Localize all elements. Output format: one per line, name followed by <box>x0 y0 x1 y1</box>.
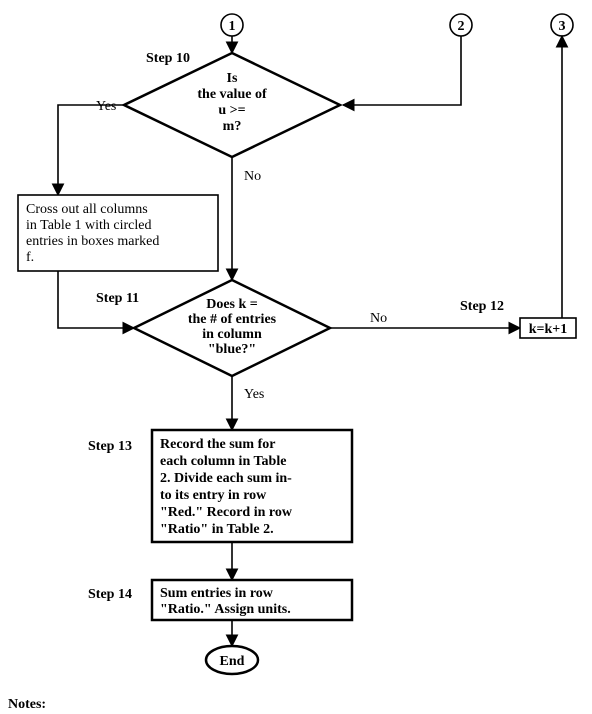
svg-text:the # of entries: the # of entries <box>188 312 277 327</box>
label-step-14: Step 14 <box>88 587 132 602</box>
svg-text:Record the sum for: Record the sum for <box>160 437 275 452</box>
svg-text:the value of: the value of <box>197 87 267 102</box>
svg-text:Does k =: Does k = <box>206 297 258 312</box>
svg-text:m?: m? <box>223 119 242 134</box>
svg-text:u >=: u >= <box>218 103 245 118</box>
process-k-increment: k=k+1 <box>520 318 576 338</box>
svg-text:k=k+1: k=k+1 <box>529 322 568 337</box>
svg-text:1: 1 <box>229 19 236 34</box>
svg-text:Cross out all columns: Cross out all columns <box>26 202 148 217</box>
svg-text:entries in boxes marked: entries in boxes marked <box>26 234 159 249</box>
svg-text:End: End <box>220 654 245 669</box>
decision-step-11: Does k = the # of entries in column "blu… <box>134 280 330 376</box>
svg-text:2. Divide each sum in-: 2. Divide each sum in- <box>160 471 292 486</box>
svg-text:"blue?": "blue?" <box>208 342 256 357</box>
label-yes-d11: Yes <box>244 387 264 402</box>
label-step-13: Step 13 <box>88 439 132 454</box>
svg-text:in column: in column <box>202 327 262 342</box>
edge-c2-d10 <box>343 36 461 105</box>
connector-3: 3 <box>551 14 573 36</box>
process-step-14: Sum entries in row "Ratio." Assign units… <box>152 580 352 620</box>
edge-d10-pcross <box>58 105 124 195</box>
connector-1: 1 <box>221 14 243 36</box>
label-step-11: Step 11 <box>96 291 139 306</box>
label-step-12: Step 12 <box>460 299 504 314</box>
label-no-d11: No <box>370 311 387 326</box>
connector-2: 2 <box>450 14 472 36</box>
svg-text:2: 2 <box>458 19 465 34</box>
label-no-d10: No <box>244 169 261 184</box>
svg-text:f.: f. <box>26 250 34 265</box>
svg-text:3: 3 <box>559 19 566 34</box>
decision-step-10: Is the value of u >= m? <box>124 53 340 157</box>
footer-notes: Notes: <box>8 697 46 712</box>
svg-text:Is: Is <box>227 71 238 86</box>
svg-text:"Red." Record in row: "Red." Record in row <box>160 505 293 520</box>
terminal-end: End <box>206 646 258 674</box>
label-yes-d10: Yes <box>96 99 116 114</box>
process-cross-out: Cross out all columns in Table 1 with ci… <box>18 195 218 271</box>
svg-text:"Ratio." Assign units.: "Ratio." Assign units. <box>160 602 291 617</box>
svg-text:each column in Table: each column in Table <box>160 454 286 469</box>
label-step-10: Step 10 <box>146 51 190 66</box>
svg-text:to its entry in row: to its entry in row <box>160 488 267 503</box>
svg-text:in Table 1 with circled: in Table 1 with circled <box>26 218 152 233</box>
svg-text:"Ratio" in Table 2.: "Ratio" in Table 2. <box>160 522 274 537</box>
svg-text:Sum entries in row: Sum entries in row <box>160 586 274 601</box>
process-step-13: Record the sum for each column in Table … <box>152 430 352 542</box>
